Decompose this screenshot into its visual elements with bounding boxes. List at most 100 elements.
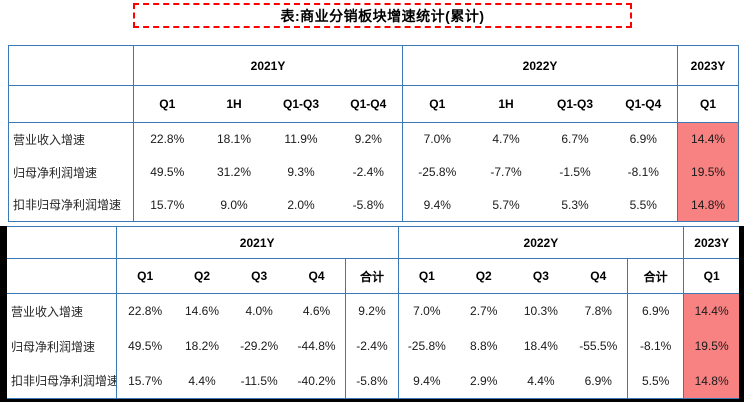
row-label: 归母净利润增速 [11, 339, 96, 354]
column-header: Q3 [512, 258, 570, 294]
year-header: 2021Y [132, 45, 403, 86]
table-cell: 9.2% [354, 132, 382, 147]
table-cell: 49.5% [133, 155, 201, 189]
table-cell: 2.7% [470, 304, 498, 319]
table-cell: -11.5% [240, 373, 278, 388]
quarterly-table-frame: 2021Y 2022Y 2023Y Q1 Q2 Q3 Q4 合计 Q1 Q2 Q… [0, 226, 744, 402]
table-cell: -25.8% [397, 328, 456, 364]
table-cell: 15.7% [133, 188, 201, 222]
page-title: 表:商业分销板块增速统计(累计) [280, 7, 485, 24]
column-header: Q1-Q4 [609, 85, 678, 123]
year-header: 2022Y [397, 226, 684, 259]
table-cell: -55.5% [579, 339, 618, 353]
highlight-cell: 14.4% [683, 293, 739, 329]
table-cell: 22.8% [133, 122, 201, 156]
column-header: 1H [471, 85, 541, 123]
column-header: Q1 [133, 85, 201, 123]
column-header: Q3 [230, 258, 288, 294]
column-header: Q1 [683, 258, 739, 294]
table-cell: 18.4% [523, 339, 558, 353]
table-cell: 6.9% [629, 132, 657, 147]
year-header-row: 2021Y 2022Y 2023Y [7, 226, 739, 259]
table-cell: 8.8% [470, 339, 498, 353]
column-header: Q4 [287, 258, 346, 294]
table-cell: -29.2% [240, 339, 279, 353]
corner-cell [7, 226, 117, 259]
table-cell: -5.8% [345, 363, 399, 399]
table-cell: -8.1% [627, 328, 684, 364]
table-cell: 9.0% [220, 197, 248, 212]
table-cell: 9.3% [287, 165, 315, 179]
table-cell: 15.7% [115, 363, 174, 399]
year-header: 2023Y [683, 226, 739, 259]
table-cell: 6.9% [584, 373, 612, 388]
table-cell: 4.4% [527, 373, 555, 388]
table-cell: -7.7% [490, 165, 522, 179]
table-cell: 5.5% [627, 363, 684, 399]
column-header: Q2 [455, 258, 513, 294]
corner-cell [8, 45, 134, 86]
column-header: Q1 [115, 258, 174, 294]
column-header: Q1 [402, 85, 472, 123]
table-cell: 22.8% [115, 293, 174, 329]
row-label: 营业收入增速 [11, 304, 84, 319]
year-header: 2021Y [115, 226, 399, 259]
table-cell: 4.4% [188, 373, 216, 388]
table-row-adjusted-net-profit-growth: 扣非归母净利润增速 15.7% 9.0% 2.0% -5.8% 9.4% 5.7… [9, 188, 739, 222]
quarter-header-row: Q1 Q2 Q3 Q4 合计 Q1 Q2 Q3 Q4 合计 Q1 [7, 258, 739, 294]
column-header: 合计 [627, 258, 684, 294]
table-cell: 4.7% [492, 132, 520, 147]
quarter-header-row: Q1 1H Q1-Q3 Q1-Q4 Q1 1H Q1-Q3 Q1-Q4 Q1 [8, 85, 739, 123]
column-header: Q1 [677, 85, 739, 123]
quarterly-growth-table: 2021Y 2022Y 2023Y Q1 Q2 Q3 Q4 合计 Q1 Q2 Q… [7, 226, 739, 399]
highlight-cell: 14.4% [677, 122, 739, 156]
table-title-box: 表:商业分销板块增速统计(累计) [133, 3, 632, 28]
table-cell: 2.9% [470, 373, 498, 388]
column-header: Q1-Q4 [334, 85, 403, 123]
column-header: Q1-Q3 [267, 85, 335, 123]
highlight-cell: 14.8% [683, 363, 739, 399]
table-row-net-profit-growth: 归母净利润增速 49.5% 31.2% 9.3% -2.4% -25.8% -7… [9, 155, 739, 189]
year-header-row: 2021Y 2022Y 2023Y [8, 45, 739, 86]
year-header: 2022Y [402, 45, 678, 86]
table-cell: 4.6% [302, 304, 331, 319]
table-cell: 14.6% [184, 304, 220, 319]
column-header: Q4 [569, 258, 628, 294]
table-row-revenue-growth: 营业收入增速 22.8% 14.6% 4.0% 4.6% 9.2% 7.0% 2… [7, 293, 739, 329]
table-row-adjusted-net-profit-growth: 扣非归母净利润增速 15.7% 4.4% -11.5% -40.2% -5.8%… [7, 363, 739, 399]
row-label: 归母净利润增速 [13, 165, 98, 180]
table-cell: 7.0% [397, 293, 456, 329]
corner-cell [7, 258, 117, 294]
table-cell: 7.8% [584, 304, 612, 319]
row-label: 扣非归母净利润增速 [11, 374, 117, 389]
table-cell: 5.3% [561, 197, 589, 212]
table-cell: 18.1% [216, 132, 252, 147]
year-header: 2023Y [677, 45, 739, 86]
column-header: Q1 [397, 258, 456, 294]
table-cell: 2.0% [287, 197, 315, 212]
table-row-net-profit-growth: 归母净利润增速 49.5% 18.2% -29.2% -44.8% -2.4% … [7, 328, 739, 364]
highlight-cell: 14.8% [677, 188, 739, 222]
table-cell: 5.5% [629, 197, 657, 212]
table-cell: -2.4% [345, 328, 399, 364]
table-cell: 6.9% [627, 293, 684, 329]
table-cell: 7.0% [402, 122, 472, 156]
table-cell: 49.5% [115, 328, 174, 364]
table-cell: -8.1% [627, 165, 659, 179]
corner-cell [8, 85, 134, 123]
table-cell: 10.3% [523, 304, 558, 319]
table-cell: 5.7% [492, 197, 520, 212]
table-cell: 9.4% [397, 363, 456, 399]
table-cell: 4.0% [245, 304, 273, 319]
highlight-cell: 19.5% [683, 328, 739, 364]
column-header: Q2 [173, 258, 231, 294]
cumulative-growth-table: 2021Y 2022Y 2023Y Q1 1H Q1-Q3 Q1-Q4 Q1 1… [8, 45, 740, 222]
row-label: 扣非归母净利润增速 [13, 198, 122, 213]
table-row-revenue-growth: 营业收入增速 22.8% 18.1% 11.9% 9.2% 7.0% 4.7% … [9, 122, 739, 156]
row-label: 营业收入增速 [13, 132, 86, 147]
table-cell: -2.4% [352, 165, 384, 179]
table-cell: 11.9% [284, 132, 318, 147]
table-cell: -25.8% [402, 155, 472, 189]
table-cell: 31.2% [216, 165, 252, 179]
table-cell: -1.5% [559, 165, 591, 179]
